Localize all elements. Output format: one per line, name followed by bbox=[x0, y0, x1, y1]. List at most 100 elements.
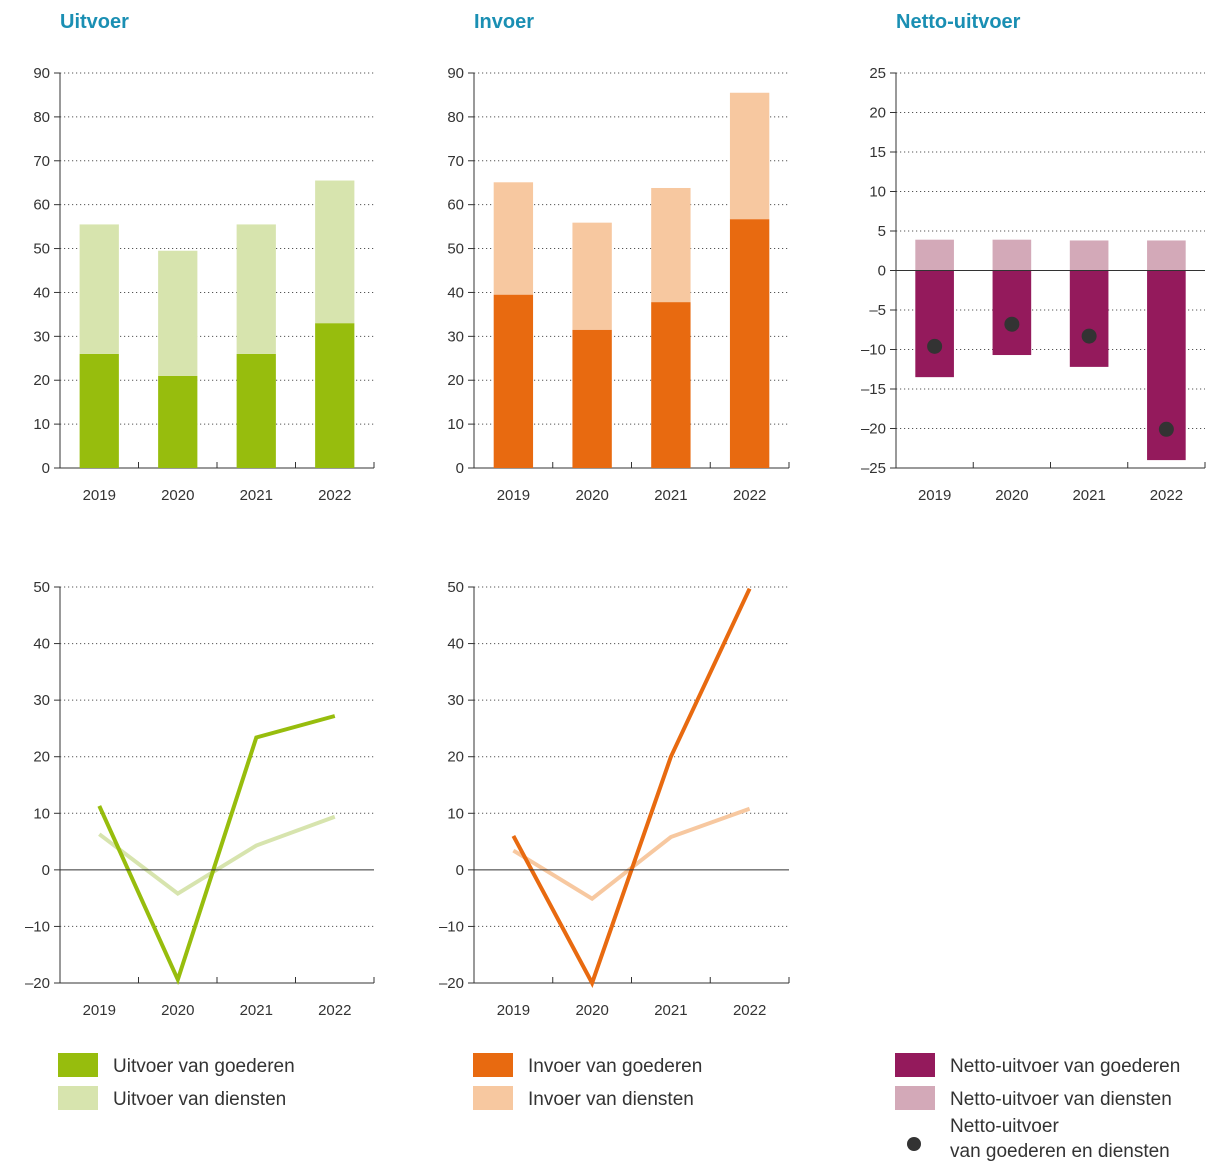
y-tick-label: 50 bbox=[33, 579, 50, 596]
x-tick-label: 2021 bbox=[654, 487, 687, 504]
x-tick-label: 2021 bbox=[1072, 487, 1105, 504]
y-tick-label: 60 bbox=[33, 197, 50, 214]
x-tick-label: 2022 bbox=[1150, 487, 1183, 504]
y-tick-label: 40 bbox=[33, 284, 50, 301]
y-tick-label: 10 bbox=[33, 416, 50, 433]
legend-label: Netto-uitvoer van goederen bbox=[950, 1056, 1180, 1077]
x-tick-label: 2022 bbox=[733, 487, 766, 504]
y-tick-label: 20 bbox=[447, 372, 464, 389]
y-tick-label: 15 bbox=[869, 144, 886, 161]
x-tick-label: 2020 bbox=[575, 1002, 608, 1019]
bar bbox=[572, 329, 612, 468]
y-tick-label: 40 bbox=[33, 636, 50, 653]
y-tick-label: –20 bbox=[439, 975, 464, 992]
x-tick-label: 2021 bbox=[654, 1002, 687, 1019]
legend-2: Invoer van goederen Invoer van diensten bbox=[473, 1053, 702, 1110]
chart-invoer: Invoer 0 10 20 30 40 50 60 70 80 90 2019 2020 2021 202… bbox=[447, 11, 790, 504]
y-tick-label: –5 bbox=[869, 302, 886, 319]
data-point bbox=[1081, 328, 1097, 344]
y-tick-label: 0 bbox=[456, 862, 464, 879]
y-tick-label: –10 bbox=[439, 918, 464, 935]
x-tick-label: 2022 bbox=[318, 1002, 351, 1019]
x-tick-label: 2019 bbox=[83, 487, 116, 504]
bar bbox=[572, 222, 612, 330]
bar bbox=[315, 180, 355, 324]
bar bbox=[992, 270, 1032, 356]
legend-swatch bbox=[58, 1053, 98, 1077]
y-tick-label: 0 bbox=[456, 460, 464, 477]
y-tick-label: 20 bbox=[447, 749, 464, 766]
y-tick-label: 30 bbox=[33, 692, 50, 709]
bar bbox=[493, 294, 534, 468]
bar bbox=[236, 353, 276, 468]
bar bbox=[79, 224, 119, 354]
chart-title: Uitvoer bbox=[60, 11, 129, 33]
series-line bbox=[512, 806, 751, 902]
y-tick-label: –20 bbox=[25, 975, 50, 992]
y-tick-label: 20 bbox=[33, 749, 50, 766]
x-tick-label: 2019 bbox=[918, 487, 951, 504]
legend-label: Invoer van diensten bbox=[528, 1089, 694, 1110]
y-tick-label: 50 bbox=[447, 241, 464, 258]
y-tick-label: 40 bbox=[447, 284, 464, 301]
bar bbox=[158, 250, 198, 376]
legend-swatch bbox=[473, 1086, 513, 1110]
y-tick-label: –10 bbox=[25, 918, 50, 935]
y-tick-label: 0 bbox=[42, 862, 50, 879]
chart-title: Invoer bbox=[474, 11, 534, 33]
legend-label: Uitvoer van diensten bbox=[113, 1089, 286, 1110]
bar bbox=[158, 375, 198, 468]
x-tick-label: 2020 bbox=[161, 1002, 194, 1019]
x-tick-label: 2019 bbox=[83, 1002, 116, 1019]
y-tick-label: 30 bbox=[447, 328, 464, 345]
y-tick-label: 0 bbox=[42, 460, 50, 477]
y-tick-label: 70 bbox=[447, 153, 464, 170]
bar bbox=[651, 187, 691, 303]
legend-swatch bbox=[58, 1086, 98, 1110]
legend-label: Netto-uitvoer bbox=[950, 1116, 1059, 1137]
x-tick-label: 2022 bbox=[318, 487, 351, 504]
y-tick-label: 20 bbox=[33, 372, 50, 389]
bar bbox=[729, 219, 770, 468]
legend-label: Netto-uitvoer van diensten bbox=[950, 1089, 1172, 1110]
y-tick-label: –10 bbox=[861, 342, 886, 359]
y-tick-label: 80 bbox=[33, 109, 50, 126]
legend-1: Uitvoer van goederen Uitvoer van diensten bbox=[58, 1053, 295, 1110]
series-line bbox=[511, 587, 752, 988]
legend-label: Uitvoer van goederen bbox=[113, 1056, 295, 1077]
legend-swatch bbox=[473, 1053, 513, 1077]
bar bbox=[493, 182, 534, 295]
y-tick-label: 10 bbox=[447, 805, 464, 822]
y-tick-label: 5 bbox=[878, 223, 886, 240]
data-point bbox=[1158, 421, 1174, 437]
bar bbox=[915, 239, 954, 271]
y-tick-label: 70 bbox=[33, 153, 50, 170]
x-tick-label: 2022 bbox=[733, 1002, 766, 1019]
bar bbox=[1069, 270, 1109, 367]
x-tick-label: 2021 bbox=[240, 1002, 273, 1019]
y-tick-label: 0 bbox=[878, 263, 886, 280]
bar bbox=[1147, 240, 1186, 271]
y-tick-label: 90 bbox=[33, 65, 50, 82]
y-tick-label: 40 bbox=[447, 636, 464, 653]
x-tick-label: 2020 bbox=[575, 487, 608, 504]
legend-dot-marker bbox=[907, 1137, 921, 1151]
y-tick-label: 90 bbox=[447, 65, 464, 82]
y-tick-label: 10 bbox=[447, 416, 464, 433]
x-tick-label: 2019 bbox=[497, 487, 530, 504]
y-tick-label: 20 bbox=[869, 105, 886, 122]
chart-invoer-groei: –20 –10 0 10 20 30 40 50 2019 2020 2021 2022 bbox=[439, 579, 790, 1019]
bar bbox=[729, 92, 770, 220]
y-tick-label: 50 bbox=[447, 579, 464, 596]
chart-uitvoer-groei: –20 –10 0 10 20 30 40 50 2019 2020 2021 2022 bbox=[25, 579, 375, 1019]
y-tick-label: 10 bbox=[869, 184, 886, 201]
bar bbox=[915, 270, 954, 378]
y-tick-label: –15 bbox=[861, 381, 886, 398]
chart-netto: Netto-uitvoer –25 –20 –15 –10 –5 0 5 10 15 20 25 201… bbox=[861, 11, 1206, 504]
x-tick-label: 2020 bbox=[161, 487, 194, 504]
bar bbox=[79, 353, 119, 468]
data-point bbox=[927, 338, 943, 354]
bar bbox=[651, 302, 691, 468]
legend-3: Netto-uitvoer van goederen Netto-uitvoer … bbox=[895, 1053, 1180, 1162]
